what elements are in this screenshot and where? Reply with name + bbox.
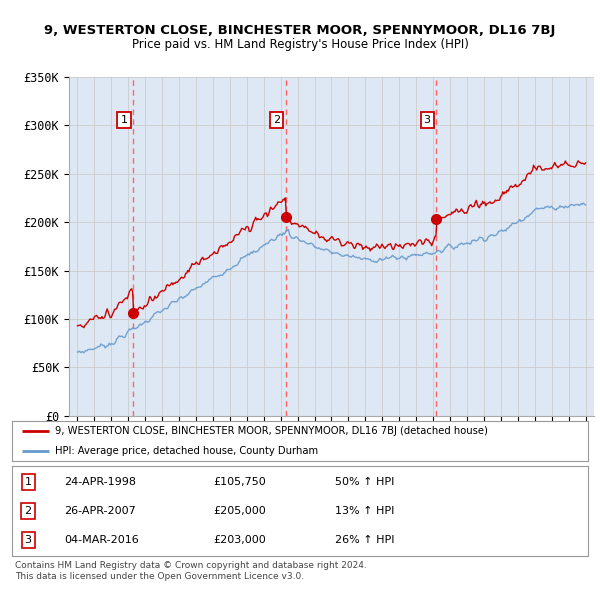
Text: 3: 3 [424,115,431,125]
Text: 9, WESTERTON CLOSE, BINCHESTER MOOR, SPENNYMOOR, DL16 7BJ: 9, WESTERTON CLOSE, BINCHESTER MOOR, SPE… [44,24,556,37]
Text: 2: 2 [25,506,32,516]
Text: 3: 3 [25,535,32,545]
Text: 9, WESTERTON CLOSE, BINCHESTER MOOR, SPENNYMOOR, DL16 7BJ (detached house): 9, WESTERTON CLOSE, BINCHESTER MOOR, SPE… [55,427,488,436]
Text: 1: 1 [25,477,32,487]
Text: 2: 2 [273,115,280,125]
Text: Contains HM Land Registry data © Crown copyright and database right 2024.: Contains HM Land Registry data © Crown c… [15,560,367,569]
Text: 50% ↑ HPI: 50% ↑ HPI [335,477,394,487]
Text: £105,750: £105,750 [214,477,266,487]
Text: 13% ↑ HPI: 13% ↑ HPI [335,506,394,516]
Text: 24-APR-1998: 24-APR-1998 [64,477,136,487]
Text: This data is licensed under the Open Government Licence v3.0.: This data is licensed under the Open Gov… [15,572,304,581]
Text: £203,000: £203,000 [214,535,266,545]
Text: 1: 1 [121,115,128,125]
Text: £205,000: £205,000 [214,506,266,516]
Text: HPI: Average price, detached house, County Durham: HPI: Average price, detached house, Coun… [55,447,319,456]
Text: Price paid vs. HM Land Registry's House Price Index (HPI): Price paid vs. HM Land Registry's House … [131,38,469,51]
Text: 26% ↑ HPI: 26% ↑ HPI [335,535,394,545]
Text: 04-MAR-2016: 04-MAR-2016 [64,535,139,545]
Text: 26-APR-2007: 26-APR-2007 [64,506,136,516]
